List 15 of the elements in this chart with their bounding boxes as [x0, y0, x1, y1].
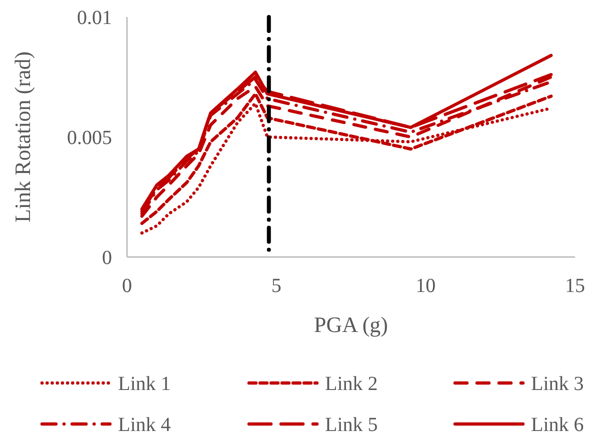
legend-label: Link 1 [118, 373, 171, 395]
x-axis-title: PGA (g) [314, 312, 388, 337]
y-tick-label: 0.01 [77, 7, 112, 29]
legend-label: Link 5 [325, 414, 378, 436]
x-tick-label: 15 [565, 275, 585, 297]
legend-label: Link 3 [531, 373, 584, 395]
legend-label: Link 6 [531, 414, 584, 436]
y-tick-label: 0 [102, 247, 112, 269]
y-axis-title: Link Rotation (rad) [10, 51, 35, 223]
legend-label: Link 2 [325, 373, 378, 395]
x-tick-label: 5 [271, 275, 282, 297]
y-tick-label: 0.005 [67, 127, 112, 149]
x-tick-label: 0 [122, 275, 132, 297]
legend-label: Link 4 [118, 414, 171, 436]
x-tick-label: 10 [416, 275, 436, 297]
